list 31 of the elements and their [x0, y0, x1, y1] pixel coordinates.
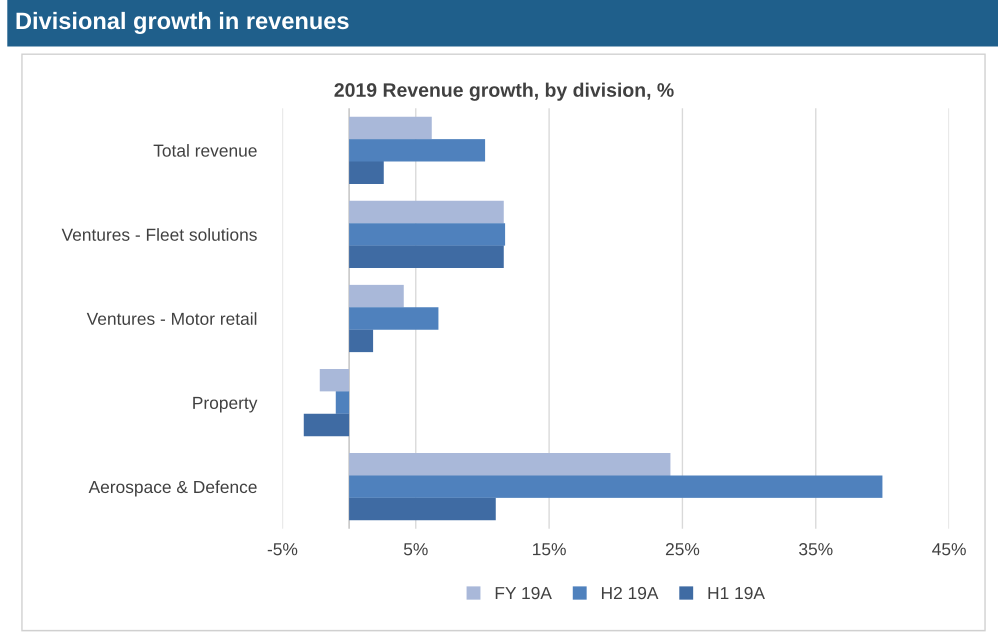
bar: [349, 246, 504, 268]
bar: [349, 116, 432, 140]
bar: [336, 391, 350, 414]
x-tick-label: 35%: [799, 543, 833, 556]
bar: [349, 200, 504, 224]
bar: [349, 223, 506, 246]
y-tick-label: Ventures - Fleet solutions: [62, 228, 257, 241]
bar: [349, 162, 384, 184]
legend-label: FY 19A: [496, 586, 552, 600]
y-tick-label: Ventures - Motor retail: [86, 312, 256, 325]
bar: [320, 368, 350, 392]
y-tick-label: Aerospace & Defence: [88, 480, 257, 497]
chart-title: Divisional growth in revenues: [16, 12, 349, 34]
bar: [349, 453, 670, 476]
y-tick-label: Total revenue: [154, 144, 257, 157]
x-tick-label: 15%: [533, 543, 566, 556]
x-tick-label: 25%: [666, 543, 700, 556]
x-tick-label: -5%: [268, 543, 298, 556]
y-tick-label: Property: [193, 396, 258, 412]
bar: [304, 414, 350, 436]
legend-label: H2 19A: [602, 586, 658, 600]
x-tick-label: 5%: [404, 543, 428, 556]
bar: [349, 330, 374, 352]
bar: [349, 307, 438, 330]
chart-subtitle: 2019 Revenue growth, by division, %: [334, 82, 674, 101]
bar: [349, 475, 882, 498]
legend-label: H1 19A: [708, 586, 765, 600]
bar: [349, 284, 404, 308]
bar: [349, 139, 486, 162]
bar: [349, 498, 496, 520]
x-tick-label: 45%: [932, 543, 966, 556]
